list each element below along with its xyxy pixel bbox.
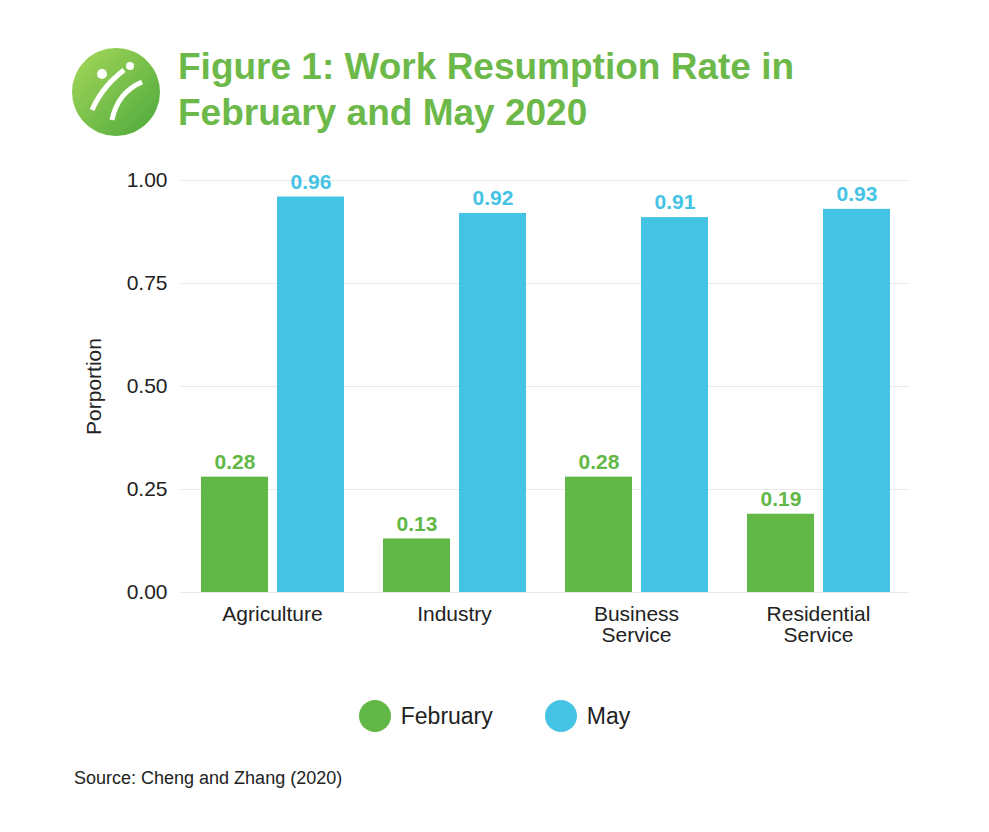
svg-text:0.50: 0.50	[127, 374, 168, 397]
svg-text:1.00: 1.00	[127, 168, 168, 191]
html-text:February: February	[400, 702, 493, 729]
html-text:Source: Cheng and Zhang (2020): Source: Cheng and Zhang (2020)	[74, 768, 343, 788]
svg-text:0.91: 0.91	[655, 190, 696, 213]
svg-text:0.25: 0.25	[127, 477, 168, 500]
svg-text:0.92: 0.92	[473, 186, 514, 209]
svg-text:BusinessService: BusinessService	[594, 602, 679, 646]
svg-text:0.00: 0.00	[127, 580, 168, 603]
svg-text:Agriculture: Agriculture	[222, 602, 322, 625]
svg-text:0.93: 0.93	[837, 182, 878, 205]
svg-text:0.19: 0.19	[761, 487, 802, 510]
svg-text:0.96: 0.96	[291, 170, 332, 193]
svg-text:0.28: 0.28	[579, 450, 620, 473]
html-text:May: May	[586, 702, 631, 729]
svg-text:ResidentialService: ResidentialService	[767, 602, 871, 646]
svg-text:0.13: 0.13	[397, 512, 438, 535]
svg-text:Porportion: Porportion	[82, 338, 105, 435]
html-text:Figure 1: Work Resumption Rate: Figure 1: Work Resumption Rate in Februa…	[178, 46, 794, 133]
svg-text:0.75: 0.75	[127, 271, 168, 294]
svg-text:0.28: 0.28	[215, 450, 256, 473]
svg-text:Industry: Industry	[417, 602, 492, 625]
